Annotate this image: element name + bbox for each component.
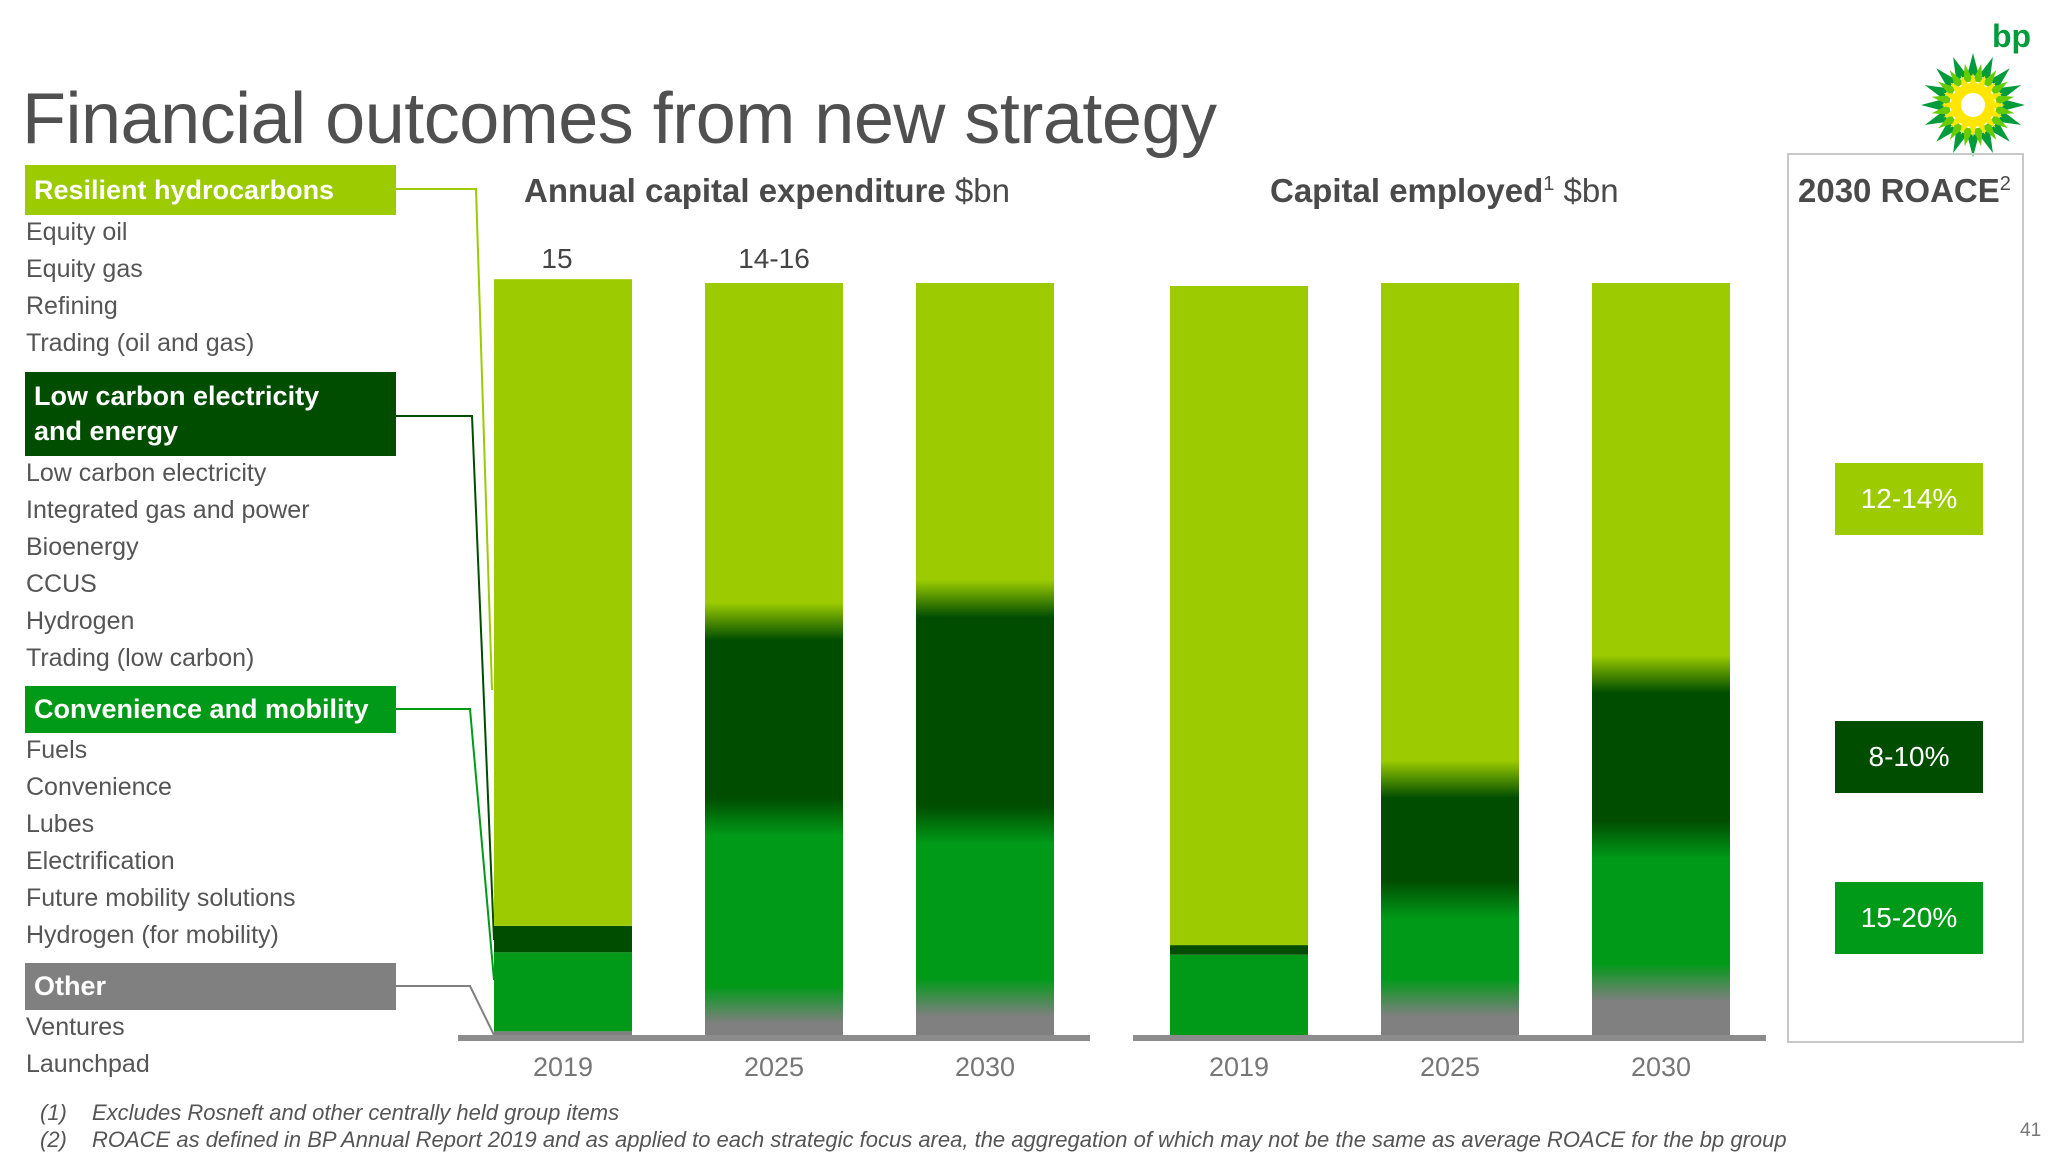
stacked-bar-1-2030 [1592, 283, 1730, 1035]
segment-item: Low carbon electricity [26, 459, 267, 487]
capex-title-text: Annual capital expenditure [524, 172, 946, 209]
capital-employed-title-unit: $bn [1563, 172, 1619, 209]
segment-header-low-carbon-electricity: Low carbon electricity and energy [25, 372, 396, 456]
capex-title-unit: $bn [954, 172, 1010, 209]
segment-item: CCUS [26, 570, 97, 598]
segment-label-line: Low carbon electricity [34, 381, 320, 411]
footnote-number: (1) [40, 1100, 67, 1125]
bar-segment-convenience_mobility-1-2019 [1170, 954, 1308, 1035]
connector-resilient [396, 188, 493, 691]
bar-segment-low_carbon_electricity-1-2019 [1170, 945, 1308, 955]
bar-segment-resilient_hydrocarbons-1-2019 [1170, 286, 1308, 946]
bar-segment-resilient_hydrocarbons-0-2019 [494, 279, 632, 926]
stacked-bar-0-2030 [916, 283, 1054, 1035]
capital-employed-x-label-2025: 2025 [1419, 1052, 1481, 1082]
segment-item: Fuels [26, 736, 88, 764]
segment-item: Refining [26, 292, 118, 320]
roace-chip-convenience-mobility: 15-20% [1835, 882, 1983, 954]
roace-title-text: 2030 ROACE [1798, 172, 2000, 209]
helios-logo-icon [1921, 53, 2025, 157]
footnote-ref-1: 1 [1543, 173, 1555, 195]
segment-item: Hydrogen [26, 607, 135, 635]
bar-segment-low_carbon_electricity-0-2019 [494, 926, 632, 953]
bar-segment-other-0-2019 [494, 1031, 632, 1035]
footnote-2: (2) ROACE as defined in BP Annual Report … [40, 1127, 1787, 1153]
capital-employed-title-text: Capital employed [1270, 172, 1544, 209]
capex-chart-title: Annual capital expenditure $bn [524, 172, 1010, 210]
segment-item: Hydrogen (for mobility) [26, 921, 279, 949]
segment-item: Integrated gas and power [26, 496, 310, 524]
page-number: 41 [2020, 1120, 2042, 1141]
roace-chip-low-carbon-electricity: 8-10% [1835, 721, 1983, 793]
capex-total-label-2019: 15 [541, 243, 573, 274]
segment-item: Launchpad [26, 1050, 150, 1078]
connector-convenience [396, 708, 495, 981]
bar-segment-convenience_mobility-0-2019 [494, 952, 632, 1032]
segment-item: Equity gas [26, 255, 143, 283]
stacked-bar-0-2025 [705, 283, 843, 1035]
capital-employed-x-label-2030: 2030 [1630, 1052, 1692, 1082]
capital-employed-x-label-2019: 2019 [1208, 1052, 1270, 1082]
capex-x-label-2019: 2019 [532, 1052, 594, 1082]
connector-low-carbon [396, 415, 495, 941]
footnote-ref-2: 2 [1999, 173, 2011, 195]
footnote-1: (1) Excludes Rosneft and other centrally … [40, 1100, 619, 1126]
footnote-number: (2) [40, 1127, 67, 1152]
segment-item: Convenience [26, 773, 172, 801]
segment-item: Bioenergy [26, 533, 139, 561]
capital-employed-chart-title: Capital employed1 $bn [1270, 172, 1619, 210]
segment-label: Resilient hydrocarbons [34, 175, 335, 205]
roace-title: 2030 ROACE2 [1798, 172, 2011, 210]
segment-item: Equity oil [26, 218, 128, 246]
segment-item: Electrification [26, 847, 175, 875]
segment-item: Trading (low carbon) [26, 644, 255, 672]
segment-item: Trading (oil and gas) [26, 329, 255, 357]
roace-chip-resilient-hydrocarbons: 12-14% [1835, 463, 1983, 535]
segment-label: Convenience and mobility [34, 694, 369, 724]
segment-item: Lubes [26, 810, 95, 838]
stacked-bar-1-2025 [1381, 283, 1519, 1035]
connector-other [396, 985, 495, 1036]
segment-label-line: and energy [34, 416, 179, 446]
footnote-text: ROACE as defined in BP Annual Report 201… [92, 1127, 1787, 1152]
segment-header-resilient-hydrocarbons: Resilient hydrocarbons [25, 165, 396, 215]
segment-item: Future mobility solutions [26, 884, 296, 912]
footnote-text: Excludes Rosneft and other centrally hel… [92, 1100, 620, 1125]
segment-header-other: Other [25, 963, 396, 1010]
segment-item: Ventures [26, 1013, 125, 1041]
capex-total-label-2025: 14-16 [738, 243, 810, 274]
segment-header-convenience-mobility: Convenience and mobility [25, 686, 396, 733]
capex-x-label-2030: 2030 [954, 1052, 1016, 1082]
bp-logo-text: bp [1992, 18, 2032, 54]
page-title: Financial outcomes from new strategy [22, 79, 1217, 159]
segment-label: Other [34, 971, 107, 1001]
roace-panel [1787, 153, 2024, 1043]
capex-x-label-2025: 2025 [743, 1052, 805, 1082]
